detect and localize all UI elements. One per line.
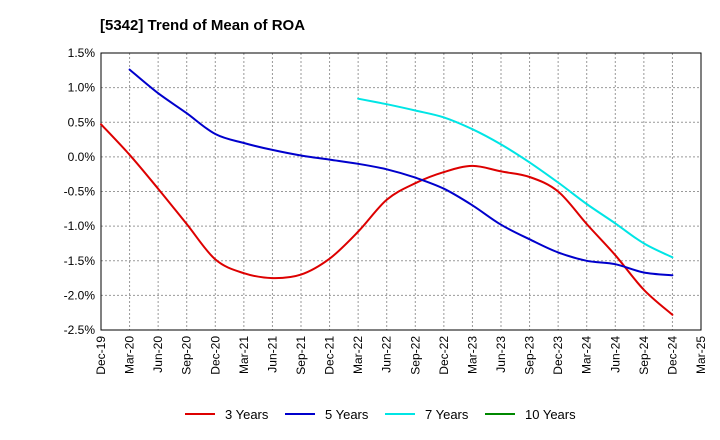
legend-item-5-years: 5 Years: [285, 407, 369, 422]
x-tick-label: Jun-23: [494, 336, 508, 373]
x-tick-label: Jun-20: [151, 336, 165, 373]
series-line-7-years: [357, 97, 674, 259]
y-tick-label: -0.5%: [64, 185, 96, 199]
legend-item-3-years: 3 Years: [185, 407, 269, 422]
legend-label: 7 Years: [425, 407, 469, 422]
legend-item-10-years: 10 Years: [485, 407, 576, 422]
x-tick-label: Dec-19: [94, 336, 108, 375]
x-tick-label: Sep-23: [523, 336, 537, 375]
x-tick-label: Dec-22: [437, 336, 451, 375]
y-tick-label: 1.0%: [68, 81, 96, 95]
x-tick-label: Sep-20: [180, 336, 194, 375]
y-tick-label: 1.5%: [68, 46, 96, 60]
legend-label: 10 Years: [525, 407, 576, 422]
x-tick-label: Dec-21: [323, 336, 337, 375]
y-tick-label: 0.0%: [68, 150, 96, 164]
x-tick-label: Mar-21: [237, 336, 251, 374]
x-tick-label: Dec-23: [551, 336, 565, 375]
x-tick-label: Sep-22: [408, 336, 422, 375]
legend: 3 Years 5 Years 7 Years 10 Years: [185, 407, 576, 422]
x-tick-label: Mar-22: [351, 336, 365, 374]
y-tick-label: 0.5%: [68, 115, 96, 129]
series-line-3-years: [100, 123, 674, 316]
series-line-5-years: [128, 68, 674, 277]
chart-title: [5342] Trend of Mean of ROA: [100, 17, 305, 34]
x-tick-label: Mar-23: [465, 336, 479, 374]
x-tick-label: Dec-24: [665, 336, 679, 375]
x-tick-label: Mar-20: [123, 336, 137, 374]
axis-layer: 1.5% 1.0% 0.5% 0.0% -0.5% -1.0% -1.5% -2.0% -2.5…: [64, 46, 708, 375]
x-tick-label: Mar-24: [580, 336, 594, 374]
y-tick-label: -1.5%: [64, 254, 96, 268]
x-tick-label: Mar-25: [694, 336, 708, 374]
series-layer: [100, 68, 674, 316]
x-tick-label: Jun-24: [608, 336, 622, 373]
x-tick-label: Jun-21: [265, 336, 279, 373]
plot-border: [100, 52, 702, 331]
x-tick-label: Jun-22: [380, 336, 394, 373]
y-tick-label: -2.0%: [64, 288, 96, 302]
y-tick-label: -2.5%: [64, 323, 96, 337]
legend-item-7-years: 7 Years: [385, 407, 469, 422]
legend-label: 5 Years: [325, 407, 369, 422]
x-tick-label: Sep-21: [294, 336, 308, 375]
y-tick-label: -1.0%: [64, 219, 96, 233]
legend-label: 3 Years: [225, 407, 269, 422]
x-tick-label: Sep-24: [637, 336, 651, 375]
x-tick-label: Dec-20: [208, 336, 222, 375]
